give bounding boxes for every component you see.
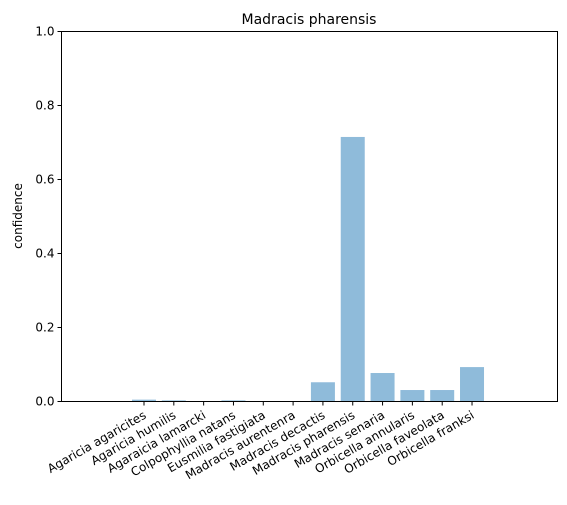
chart-title: Madracis pharensis (242, 12, 377, 28)
bar-3 (221, 400, 246, 402)
bar-11 (460, 367, 485, 402)
bar-9 (400, 390, 425, 402)
bar-10 (430, 390, 455, 402)
y-tick-label: 0.6 (35, 173, 54, 187)
y-tick-label: 0.4 (35, 247, 54, 261)
y-tick-label: 0.2 (35, 321, 54, 335)
bar-6 (310, 382, 335, 402)
bar-0 (132, 399, 156, 402)
y-tick-label: 0.0 (35, 395, 54, 409)
y-axis-ticks: 0.0 0.2 0.4 0.6 0.8 1.0 (35, 25, 62, 409)
y-tick-label: 1.0 (35, 25, 54, 39)
plot-frame (61, 31, 558, 402)
bar-7 (340, 136, 365, 402)
bar-1 (161, 400, 186, 402)
bar-8 (370, 373, 395, 402)
bars-group (132, 136, 485, 402)
y-tick-label: 0.8 (35, 99, 54, 113)
y-axis-label: confidence (11, 183, 25, 249)
